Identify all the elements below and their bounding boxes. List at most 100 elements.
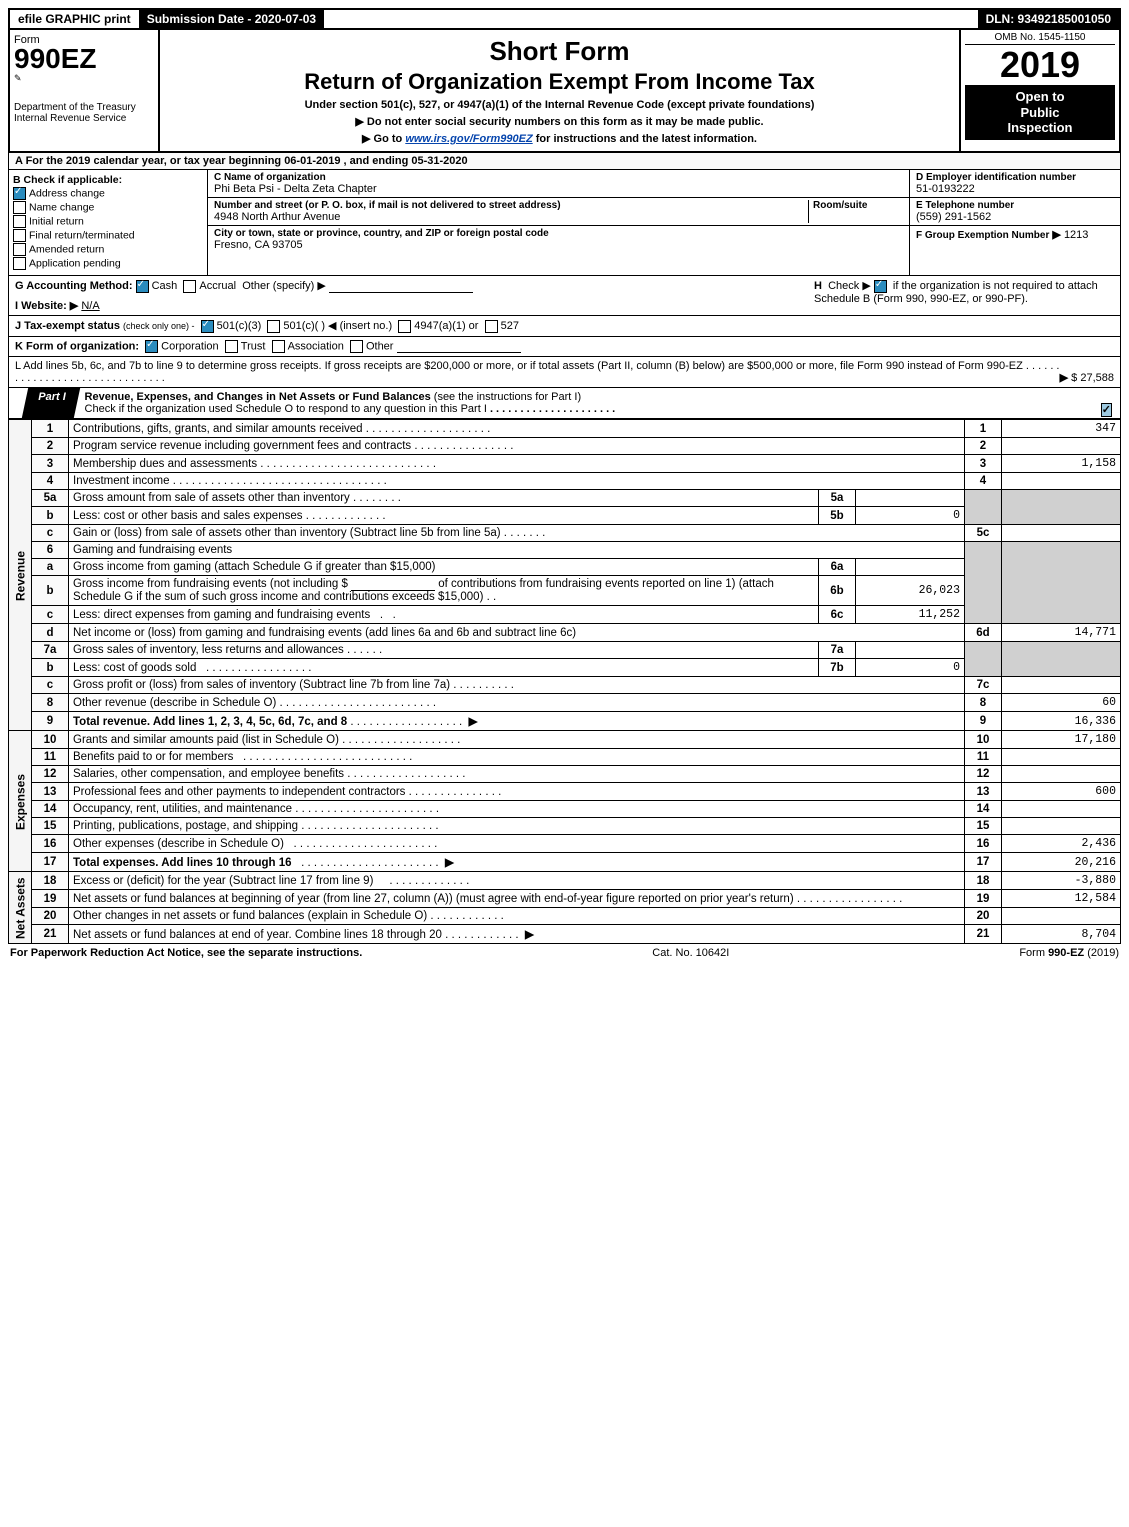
line-amount — [1002, 473, 1121, 490]
line-ref: 20 — [965, 908, 1002, 925]
chk-501c[interactable] — [267, 320, 280, 333]
form-of-org-other-input[interactable] — [397, 340, 521, 353]
efile-print-button[interactable]: efile GRAPHIC print — [10, 10, 139, 28]
sub-ref: 6c — [819, 606, 856, 624]
line-desc: Grants and similar amounts paid (list in… — [73, 734, 339, 746]
tax-exempt-label: J Tax-exempt status — [15, 320, 120, 332]
website-value: N/A — [81, 300, 99, 312]
chk-cash[interactable] — [136, 280, 149, 293]
sub-ref: 6b — [819, 576, 856, 606]
form-of-org-label: K Form of organization: — [15, 340, 139, 352]
line-ref: 21 — [965, 925, 1002, 944]
part-1-header: Part I Revenue, Expenses, and Changes in… — [8, 388, 1121, 419]
sub-amount: 0 — [856, 507, 965, 525]
line-desc: Other changes in net assets or fund bala… — [73, 910, 427, 922]
tax-year: 2019 — [965, 47, 1115, 83]
top-bar: efile GRAPHIC print Submission Date - 20… — [8, 8, 1121, 30]
gross-receipts-amount: $ 27,588 — [1071, 372, 1114, 384]
chk-accrual[interactable] — [183, 280, 196, 293]
line-desc: Salaries, other compensation, and employ… — [73, 768, 344, 780]
chk-527[interactable] — [485, 320, 498, 333]
revenue-side-label: Revenue — [9, 420, 32, 731]
line-num: b — [32, 507, 69, 525]
chk-4947[interactable] — [398, 320, 411, 333]
section-b-title: B Check if applicable: — [13, 174, 203, 186]
line-ref: 16 — [965, 835, 1002, 853]
part-1-title: Revenue, Expenses, and Changes in Net As… — [77, 388, 1101, 418]
chk-trust[interactable] — [225, 340, 238, 353]
chk-other[interactable] — [350, 340, 363, 353]
fundraising-contrib-input[interactable] — [351, 578, 435, 591]
line-amount: 600 — [1002, 783, 1121, 801]
line-desc: Program service revenue including govern… — [73, 440, 411, 452]
goto-post: for instructions and the latest informat… — [536, 133, 757, 145]
line-num: 16 — [32, 835, 69, 853]
sub-amount: 26,023 — [856, 576, 965, 606]
line-k: K Form of organization: Corporation Trus… — [8, 337, 1121, 357]
line-num: 13 — [32, 783, 69, 801]
line-num: 5a — [32, 490, 69, 507]
instructions-link[interactable]: www.irs.gov/Form990EZ — [405, 133, 532, 145]
line-amount: 347 — [1002, 420, 1121, 438]
shaded-cell — [1002, 642, 1121, 677]
chk-address-change[interactable]: Address change — [13, 187, 203, 200]
line-desc: Net assets or fund balances at end of ye… — [73, 929, 442, 941]
chk-amended-return[interactable]: Amended return — [13, 243, 203, 256]
section-def: D Employer identification number 51-0193… — [909, 170, 1120, 275]
line-num: 1 — [32, 420, 69, 438]
chk-final-return[interactable]: Final return/terminated — [13, 229, 203, 242]
shaded-cell — [965, 642, 1002, 677]
chk-501c3[interactable] — [201, 320, 214, 333]
line-num: b — [32, 576, 69, 606]
chk-name-change[interactable]: Name change — [13, 201, 203, 214]
chk-schedule-b[interactable] — [874, 280, 887, 293]
expenses-side-label: Expenses — [9, 731, 32, 872]
form-subtitle-3: ▶ Go to www.irs.gov/Form990EZ for instru… — [168, 132, 951, 145]
line-num: d — [32, 624, 69, 642]
line-desc: Investment income — [73, 475, 170, 487]
line-desc: Net assets or fund balances at beginning… — [73, 893, 794, 905]
chk-initial-return[interactable]: Initial return — [13, 215, 203, 228]
form-subtitle-2: ▶ Do not enter social security numbers o… — [168, 115, 951, 128]
form-header: Form 990EZ ✎ Department of the Treasury … — [8, 30, 1121, 153]
line-ref: 4 — [965, 473, 1002, 490]
accounting-other-label: Other (specify) ▶ — [242, 280, 326, 292]
line-ref: 10 — [965, 731, 1002, 749]
shaded-cell — [965, 490, 1002, 525]
sub-ref: 5a — [819, 490, 856, 507]
ein-value: 51-0193222 — [916, 183, 1114, 195]
line-l: L Add lines 5b, 6c, and 7b to line 9 to … — [8, 357, 1121, 388]
line-num: b — [32, 659, 69, 677]
accounting-other-input[interactable] — [329, 280, 473, 293]
line-num: 17 — [32, 853, 69, 872]
chk-corporation[interactable] — [145, 340, 158, 353]
org-name: Phi Beta Psi - Delta Zeta Chapter — [214, 183, 903, 195]
line-desc: Other expenses (describe in Schedule O) — [73, 838, 284, 850]
header-left: Form 990EZ ✎ Department of the Treasury … — [10, 30, 160, 151]
line-desc: Membership dues and assessments — [73, 458, 257, 470]
chk-association[interactable] — [272, 340, 285, 353]
line-desc: Gain or (loss) from sale of assets other… — [73, 527, 501, 539]
line-ref: 12 — [965, 766, 1002, 783]
line-num: 12 — [32, 766, 69, 783]
line-desc: Occupancy, rent, utilities, and maintena… — [73, 803, 292, 815]
footer-form-year: (2019) — [1087, 947, 1119, 959]
line-amount: 12,584 — [1002, 890, 1121, 908]
section-b: B Check if applicable: Address change Na… — [9, 170, 208, 275]
accounting-method-label: G Accounting Method: — [15, 280, 133, 292]
line-desc: Contributions, gifts, grants, and simila… — [73, 423, 363, 435]
line-a-tax-year: A For the 2019 calendar year, or tax yea… — [8, 153, 1121, 170]
arrow-icon: ▶ — [445, 857, 454, 869]
line-ref: 5c — [965, 525, 1002, 542]
line-amount: 14,771 — [1002, 624, 1121, 642]
line-num: 3 — [32, 455, 69, 473]
submission-date-label: Submission Date - 2020-07-03 — [139, 10, 324, 28]
sub-amount: 0 — [856, 659, 965, 677]
chk-schedule-o[interactable]: ✓ — [1101, 403, 1112, 417]
chk-application-pending[interactable]: Application pending — [13, 257, 203, 270]
footer-form-number: 990-EZ — [1048, 947, 1084, 959]
line-num: c — [32, 525, 69, 542]
website-label: I Website: ▶ — [15, 300, 78, 312]
section-gh: G Accounting Method: Cash Accrual Other … — [8, 276, 1121, 316]
form-title-long: Return of Organization Exempt From Incom… — [168, 69, 951, 95]
